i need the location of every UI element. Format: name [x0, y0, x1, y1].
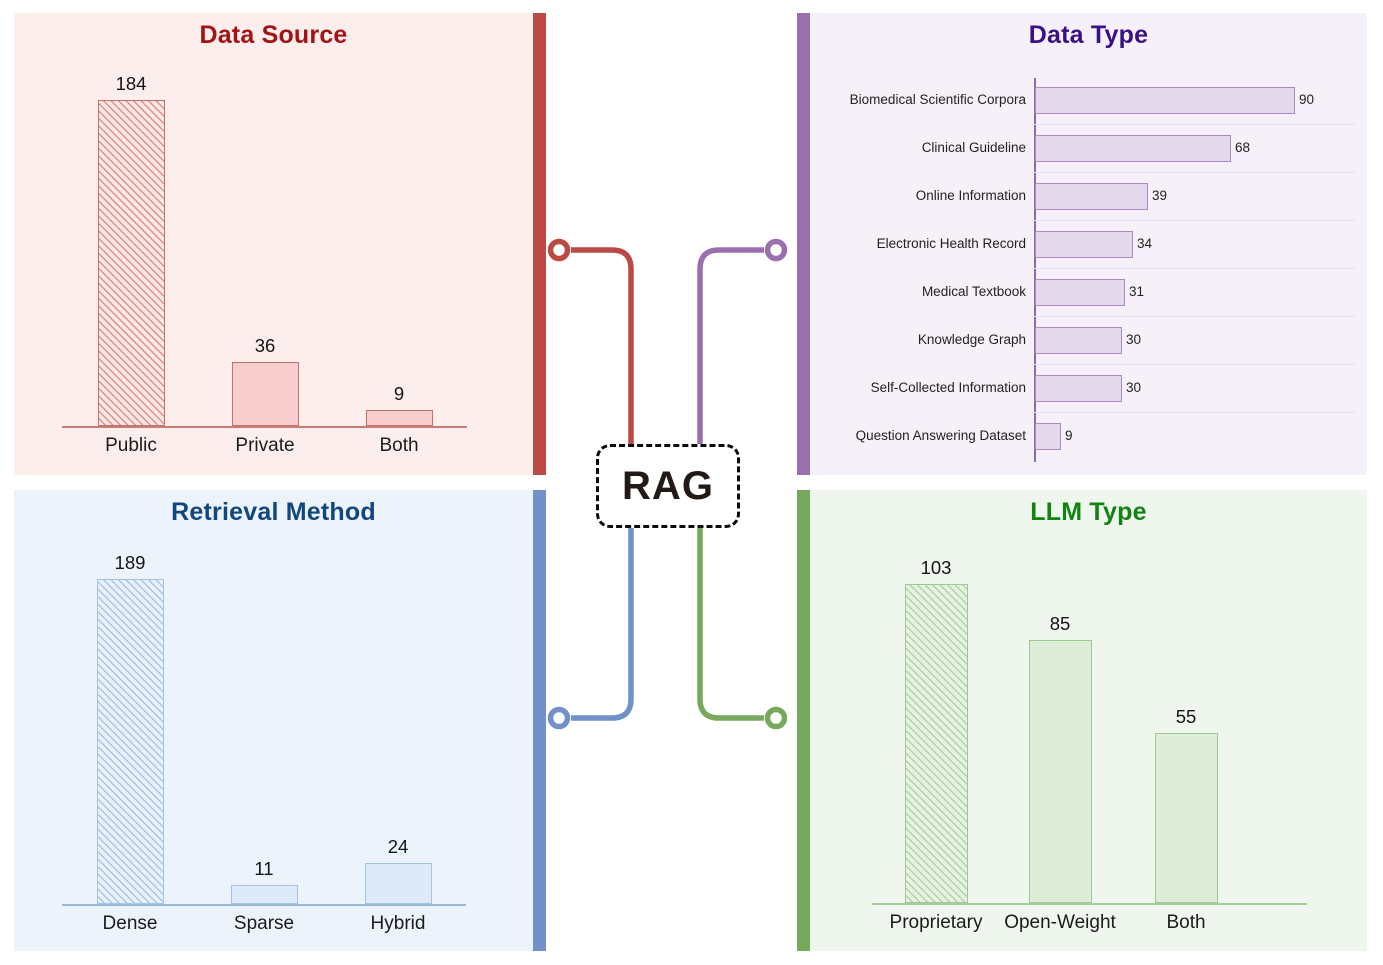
category-label-medical-textbook: Medical Textbook — [921, 284, 1026, 299]
rag-label: RAG — [622, 463, 714, 508]
value-label-knowledge-graph: 30 — [1126, 332, 1142, 347]
bar-proprietary — [904, 584, 968, 903]
connector-endpoint-data-type — [764, 238, 788, 262]
panel-data-type: Data Type Biomedical Scientific Corpora 9… — [810, 13, 1367, 475]
divider-retrieval-method — [533, 490, 546, 951]
category-label-clinical-guideline: Clinical Guideline — [921, 140, 1026, 155]
bar-biomedical-scientific-corpora — [1035, 86, 1295, 114]
panel-title-data-type: Data Type — [1028, 21, 1149, 49]
connector-endpoint-data-source — [547, 238, 571, 262]
divider-data-type — [797, 13, 810, 475]
value-label-medical-textbook: 31 — [1129, 284, 1145, 299]
bar-hybrid — [364, 863, 432, 904]
category-label-open-weight: Open-Weight — [1004, 912, 1116, 933]
axis-line — [62, 904, 466, 906]
connector-llm-type — [697, 518, 764, 721]
value-label-electronic-health-record: 34 — [1137, 236, 1153, 251]
connector-data-source — [571, 247, 634, 448]
axis-line — [1034, 78, 1036, 462]
panel-title-llm-type: LLM Type — [1030, 498, 1147, 526]
category-label-proprietary: Proprietary — [889, 912, 983, 933]
value-label-dense: 189 — [114, 552, 146, 573]
chart-retrieval-method: 189 Dense 11 Sparse 24 Hybrid — [14, 490, 533, 951]
grid-line — [1034, 220, 1356, 221]
chart-data-source: 184 Public 36 Private 9 Both — [14, 13, 533, 475]
grid-line — [1034, 124, 1356, 125]
divider-data-source — [533, 13, 546, 475]
category-label-private: Private — [235, 435, 295, 456]
bar-question-answering-dataset — [1035, 422, 1061, 450]
category-label-knowledge-graph: Knowledge Graph — [917, 332, 1026, 347]
category-label-biomedical-scientific-corpora: Biomedical Scientific Corpora — [849, 92, 1026, 107]
rag-node: RAG — [596, 444, 740, 528]
bar-knowledge-graph — [1035, 326, 1122, 354]
bar-dense — [96, 579, 164, 904]
bar-open-weight — [1028, 640, 1092, 903]
value-label-public: 184 — [115, 73, 147, 94]
connector-retrieval-method — [571, 518, 634, 721]
panel-retrieval-method: Retrieval Method 189 Dense 11 Sparse 24 Hybri… — [14, 490, 533, 951]
category-label-online-information: Online Information — [915, 188, 1026, 203]
category-label-electronic-health-record: Electronic Health Record — [876, 236, 1026, 251]
bar-public — [97, 100, 165, 426]
value-label-proprietary: 103 — [920, 557, 952, 578]
connector-endpoint-retrieval-method — [547, 706, 571, 730]
bar-electronic-health-record — [1035, 230, 1133, 258]
panel-data-source: Data Source 184 Public 36 Private 9 Both — [14, 13, 533, 475]
value-label-question-answering-dataset: 9 — [1065, 428, 1073, 443]
value-label-sparse: 11 — [254, 858, 274, 879]
value-label-open-weight: 85 — [1049, 613, 1071, 634]
value-label-both: 9 — [393, 383, 405, 404]
divider-llm-type — [797, 490, 810, 951]
grid-line — [1034, 316, 1356, 317]
value-label-hybrid: 24 — [387, 836, 409, 857]
category-label-hybrid: Hybrid — [370, 913, 426, 934]
bar-sparse — [230, 885, 298, 904]
grid-line — [1034, 412, 1356, 413]
value-label-online-information: 39 — [1152, 188, 1168, 203]
grid-line — [1034, 364, 1356, 365]
category-label-both: Both — [379, 435, 419, 456]
connector-data-type — [697, 247, 764, 448]
panel-llm-type: LLM Type 103 Proprietary 85 Open-Weight 55 Bo… — [810, 490, 1367, 951]
value-label-both: 55 — [1175, 706, 1197, 727]
chart-llm-type: 103 Proprietary 85 Open-Weight 55 Both — [810, 490, 1367, 951]
grid-line — [1034, 172, 1356, 173]
bar-self-collected-information — [1035, 374, 1122, 402]
bar-both — [365, 410, 433, 426]
bar-private — [231, 362, 299, 426]
bar-medical-textbook — [1035, 278, 1125, 306]
grid-line — [1034, 268, 1356, 269]
bar-online-information — [1035, 182, 1148, 210]
bar-clinical-guideline — [1035, 134, 1231, 162]
chart-data-type: Biomedical Scientific Corpora 90 Clinical … — [810, 13, 1367, 475]
category-label-sparse: Sparse — [233, 913, 295, 934]
panel-title-retrieval-method: Retrieval Method — [171, 498, 376, 526]
category-label-both: Both — [1166, 912, 1206, 933]
axis-line — [62, 426, 467, 428]
bar-both — [1154, 733, 1218, 903]
axis-line — [872, 903, 1307, 905]
value-label-biomedical-scientific-corpora: 90 — [1299, 92, 1315, 107]
value-label-clinical-guideline: 68 — [1235, 140, 1251, 155]
value-label-self-collected-information: 30 — [1126, 380, 1142, 395]
value-label-private: 36 — [254, 335, 276, 356]
category-label-public: Public — [105, 435, 157, 456]
panel-title-data-source: Data Source — [199, 21, 348, 49]
category-label-question-answering-dataset: Question Answering Dataset — [855, 428, 1026, 443]
connector-endpoint-llm-type — [764, 706, 788, 730]
category-label-self-collected-information: Self-Collected Information — [870, 380, 1026, 395]
category-label-dense: Dense — [102, 913, 158, 934]
